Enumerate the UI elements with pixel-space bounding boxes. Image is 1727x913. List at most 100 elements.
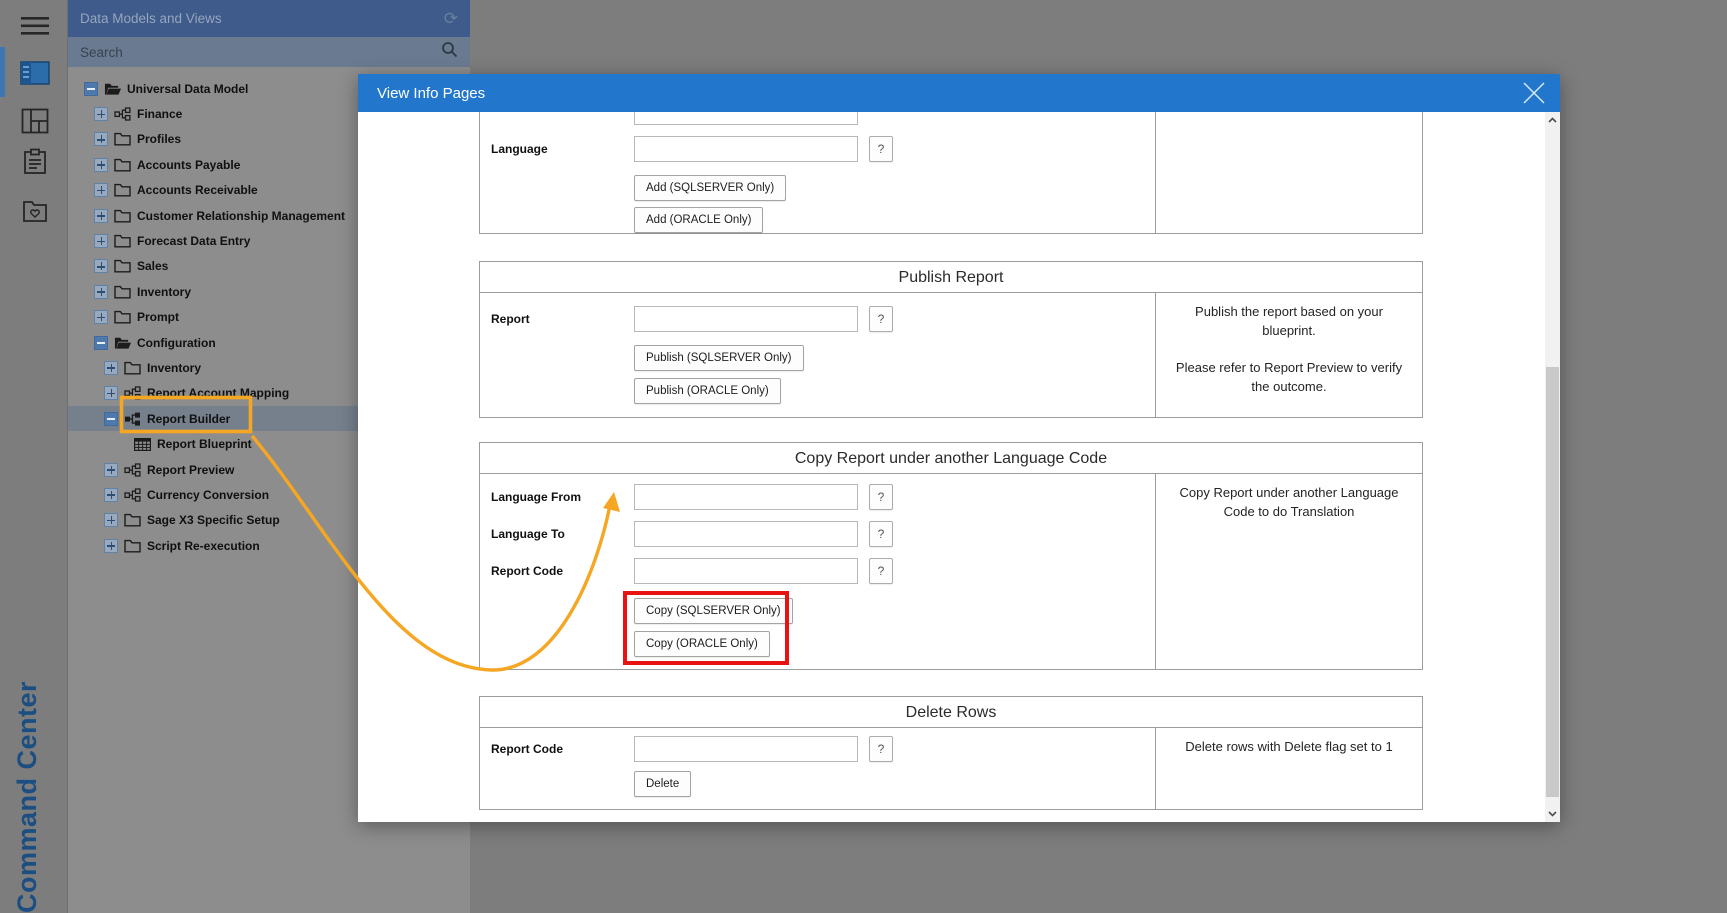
add-sqlserver-button[interactable]: Add (SQLSERVER Only) <box>634 175 787 201</box>
tree-item-label: Script Re-execution <box>147 538 260 553</box>
tree-item-inventory[interactable]: Inventory <box>68 355 470 380</box>
data-models-icon[interactable] <box>19 59 51 87</box>
language-from-input[interactable] <box>634 484 858 510</box>
report-input[interactable] <box>634 306 858 332</box>
language-input[interactable] <box>634 136 858 162</box>
help-question-button[interactable]: ? <box>869 306 893 332</box>
tree-item-profiles[interactable]: Profiles <box>68 127 470 152</box>
help-question-button[interactable]: ? <box>869 136 893 162</box>
tree-item-currency-conversion[interactable]: Currency Conversion <box>68 482 470 507</box>
help-question-button[interactable]: ? <box>869 736 893 762</box>
collapse-icon[interactable] <box>84 81 98 96</box>
scroll-up-icon[interactable] <box>1545 112 1560 128</box>
tree-item-finance[interactable]: Finance <box>68 101 470 126</box>
expand-icon[interactable] <box>94 234 108 249</box>
field-label: Language To <box>491 527 565 541</box>
tree-item-accounts-payable[interactable]: Accounts Payable <box>68 152 470 177</box>
collapse-icon[interactable] <box>94 335 108 350</box>
scrollbar-thumb[interactable] <box>1546 367 1559 797</box>
tree-item-report-preview[interactable]: Report Preview <box>68 457 470 482</box>
tree-item-configuration[interactable]: Configuration <box>68 330 470 355</box>
tree-item-accounts-receivable[interactable]: Accounts Receivable <box>68 178 470 203</box>
expand-icon[interactable] <box>104 386 118 401</box>
expand-icon[interactable] <box>104 487 118 502</box>
network-filled-icon <box>124 411 141 426</box>
section-publish-main: Report ? Publish (SQLSERVER Only) Publis… <box>480 293 1156 417</box>
field-label: Language <box>491 142 548 156</box>
report-code-input[interactable] <box>634 558 858 584</box>
expand-icon[interactable] <box>94 107 108 122</box>
expand-icon[interactable] <box>94 157 108 172</box>
publish-sqlserver-button[interactable]: Publish (SQLSERVER Only) <box>634 345 804 371</box>
language-to-input[interactable] <box>634 521 858 547</box>
tree-item-label: Customer Relationship Management <box>137 208 346 223</box>
help-text: Publish the report based on your bluepri… <box>1195 304 1383 338</box>
section-title: Publish Report <box>480 262 1422 293</box>
search-bar[interactable]: Search <box>68 37 470 67</box>
collapse-icon[interactable] <box>104 411 118 426</box>
field-label: Report Code <box>491 742 563 756</box>
clipboard-icon[interactable] <box>19 147 51 175</box>
folder-icon <box>114 310 131 325</box>
layout-dashboard-icon[interactable] <box>19 107 51 135</box>
tree-item-prompt[interactable]: Prompt <box>68 305 470 330</box>
tree-item-forecast-data-entry[interactable]: Forecast Data Entry <box>68 228 470 253</box>
expand-icon[interactable] <box>104 462 118 477</box>
tree-item-inventory[interactable]: Inventory <box>68 279 470 304</box>
help-text: Copy Report under another Language Code … <box>1179 485 1399 519</box>
folder-icon <box>124 538 141 553</box>
favorites-folder-icon[interactable] <box>19 197 51 225</box>
view-info-pages-dialog: View Info Pages Language ? Add (SQLSERVE… <box>358 74 1560 822</box>
section-delete-help: Delete rows with Delete flag set to 1 <box>1156 728 1422 809</box>
section-delete-rows: Delete Rows Report Code ? Delete Delete … <box>479 696 1423 810</box>
expand-icon[interactable] <box>94 132 108 147</box>
help-text: Please refer to Report Preview to verify… <box>1175 359 1403 394</box>
close-icon[interactable] <box>1522 81 1546 105</box>
tree-item-label: Sage X3 Specific Setup <box>147 513 280 528</box>
tree-item-script-re-execution[interactable]: Script Re-execution <box>68 533 470 558</box>
magnifier-icon[interactable] <box>441 41 458 63</box>
tree-item-customer-relationship-management[interactable]: Customer Relationship Management <box>68 203 470 228</box>
section-language-help <box>1156 112 1422 233</box>
tree-item-label: Universal Data Model <box>127 81 249 96</box>
expand-icon[interactable] <box>94 259 108 274</box>
tree-item-sage-x3-specific-setup[interactable]: Sage X3 Specific Setup <box>68 508 470 533</box>
search-input[interactable]: Search <box>80 44 123 60</box>
grid-icon <box>134 437 151 452</box>
section-copy-help: Copy Report under another Language Code … <box>1156 474 1422 669</box>
folder-icon <box>114 132 131 147</box>
help-question-button[interactable]: ? <box>869 558 893 584</box>
expand-icon[interactable] <box>94 208 108 223</box>
refresh-icon[interactable]: ⟳ <box>443 9 458 28</box>
vertical-scrollbar[interactable] <box>1545 112 1560 822</box>
partial-input[interactable] <box>634 112 858 125</box>
folder-icon <box>114 208 131 223</box>
expand-icon[interactable] <box>94 183 108 198</box>
tree-panel-title: Data Models and Views <box>80 11 222 26</box>
expand-icon[interactable] <box>94 284 108 299</box>
dialog-body: Language ? Add (SQLSERVER Only) Add (ORA… <box>358 112 1560 822</box>
tree-item-sales[interactable]: Sales <box>68 254 470 279</box>
tree-item-label: Report Blueprint <box>157 437 252 452</box>
section-publish-report: Publish Report Report ? Publish (SQLSERV… <box>479 261 1423 418</box>
expand-icon[interactable] <box>104 538 118 553</box>
copy-sqlserver-button[interactable]: Copy (SQLSERVER Only) <box>634 598 793 624</box>
command-center-label: Command Center <box>12 680 42 913</box>
expand-icon[interactable] <box>104 513 118 528</box>
expand-icon[interactable] <box>104 360 118 375</box>
add-oracle-button[interactable]: Add (ORACLE Only) <box>634 207 764 233</box>
copy-oracle-button[interactable]: Copy (ORACLE Only) <box>634 631 770 657</box>
publish-oracle-button[interactable]: Publish (ORACLE Only) <box>634 378 781 404</box>
help-question-button[interactable]: ? <box>869 521 893 547</box>
tree-item-universal-data-model[interactable]: Universal Data Model <box>68 76 470 101</box>
help-question-button[interactable]: ? <box>869 484 893 510</box>
expand-icon[interactable] <box>94 310 108 325</box>
report-code-input[interactable] <box>634 736 858 762</box>
network-icon <box>124 386 141 401</box>
hamburger-menu-icon[interactable] <box>19 12 51 40</box>
tree-item-report-blueprint[interactable]: Report Blueprint <box>68 431 470 456</box>
scroll-down-icon[interactable] <box>1545 806 1560 822</box>
folder-icon <box>124 360 141 375</box>
delete-button[interactable]: Delete <box>634 771 692 797</box>
